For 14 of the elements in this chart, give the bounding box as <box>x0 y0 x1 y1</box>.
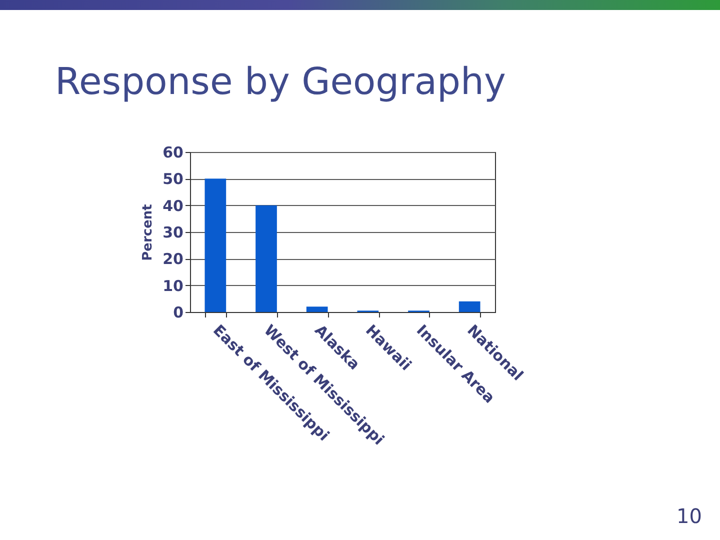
y-tick-label: 0 <box>173 304 184 322</box>
y-tick-label: 30 <box>162 224 184 242</box>
y-tick-label: 40 <box>162 196 184 215</box>
y-axis-title: Percent <box>140 204 156 261</box>
text: 10 <box>676 504 702 528</box>
bar <box>458 301 480 312</box>
y-tick-label: 60 <box>162 144 184 162</box>
chart-title: Response by Geography <box>55 60 506 103</box>
bar <box>256 205 277 312</box>
y-tick-label: 20 <box>162 250 184 268</box>
y-tick-label: 10 <box>162 276 184 295</box>
y-tick-label: 50 <box>162 170 184 188</box>
bar <box>204 178 226 312</box>
bar <box>306 306 328 312</box>
